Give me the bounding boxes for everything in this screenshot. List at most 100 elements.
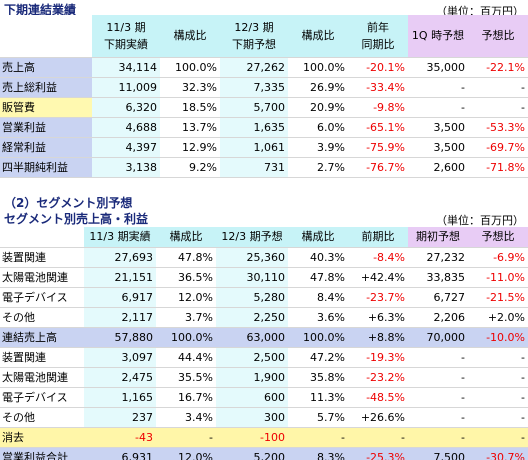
table-cell: -69.7% [468, 137, 528, 158]
table-cell: -21.5% [468, 287, 528, 308]
table-cell: 34,114 [92, 57, 160, 78]
table-cell: 47.2% [288, 347, 348, 368]
table-cell: -9.8% [348, 97, 408, 118]
table-cell: -6.9% [468, 247, 528, 268]
table-cell: +26.6% [348, 407, 408, 428]
header-cell: 12/3 期 下期予想 [220, 15, 288, 58]
table-row: 電子デバイス 6,917 12.0% 5,280 8.4% -23.7% 6,727 -21.… [0, 287, 528, 308]
table-cell: -65.1% [348, 117, 408, 138]
table-cell: 100.0% [288, 57, 348, 78]
table-cell: 2,475 [84, 367, 156, 388]
table-cell: 25,360 [216, 247, 288, 268]
table-cell: 5.7% [288, 407, 348, 428]
table-cell: 57,880 [84, 327, 156, 348]
table-cell: 27,262 [220, 57, 288, 78]
table-cell: 13.7% [160, 117, 220, 138]
row-label: 四半期純利益 [0, 157, 92, 178]
row-label: 販管費 [0, 97, 92, 118]
table-cell: 3,500 [408, 137, 468, 158]
table-cell: 30,110 [216, 267, 288, 288]
table-cell: 47.8% [288, 267, 348, 288]
table-cell: 3.7% [156, 307, 216, 328]
table-cell: - [408, 407, 468, 428]
header-cell: 11/3 期実績 [84, 227, 156, 248]
table-cell: 3.4% [156, 407, 216, 428]
table-cell: - [408, 97, 468, 118]
table-cell: -33.4% [348, 77, 408, 98]
table-cell: - [468, 347, 528, 368]
table-cell: 3,500 [408, 117, 468, 138]
table-cell: 20.9% [288, 97, 348, 118]
table-cell: 600 [216, 387, 288, 408]
table-cell: 47.8% [156, 247, 216, 268]
table-cell: -23.2% [348, 367, 408, 388]
table-cell: -10.0% [468, 327, 528, 348]
table-header: 11/3 期 下期実績 構成比 12/3 期 下期予想 構成比 前年 同期比 1… [0, 15, 528, 58]
table-cell: -8.4% [348, 247, 408, 268]
row-label: その他 [0, 407, 84, 428]
table-cell: 35,000 [408, 57, 468, 78]
table-cell: - [468, 427, 528, 448]
table-cell: 1,900 [216, 367, 288, 388]
table-cell: - [156, 427, 216, 448]
table-cell: - [468, 367, 528, 388]
table-cell: - [468, 77, 528, 98]
table-cell: 18.5% [160, 97, 220, 118]
table-cell: 100.0% [160, 57, 220, 78]
table-row: その他 2,117 3.7% 2,250 3.6% +6.3% 2,206 +2.0% [0, 307, 528, 328]
table-cell: 6,320 [92, 97, 160, 118]
table-cell: 1,635 [220, 117, 288, 138]
table-cell: 33,835 [408, 267, 468, 288]
table-cell: 2,500 [216, 347, 288, 368]
table-header: 11/3 期実績 構成比 12/3 期予想 構成比 前期比 期初予想 予想比 [0, 227, 528, 248]
table-cell: - [348, 427, 408, 448]
table-cell: 100.0% [156, 327, 216, 348]
row-label: 営業利益 [0, 117, 92, 138]
table-cell: 11.3% [288, 387, 348, 408]
table-cell: - [468, 387, 528, 408]
table-cell: -25.3% [348, 447, 408, 460]
row-label: 連結売上高 [0, 327, 84, 348]
table-cell: 1,061 [220, 137, 288, 158]
table-cell: 300 [216, 407, 288, 428]
header-cell [0, 227, 84, 248]
table-cell: 27,693 [84, 247, 156, 268]
header-cell: 予想比 [468, 227, 528, 248]
table-cell: 27,232 [408, 247, 468, 268]
table-cell: - [408, 427, 468, 448]
table-cell: -48.5% [348, 387, 408, 408]
table-cell: 26.9% [288, 77, 348, 98]
header-cell: 予想比 [468, 15, 528, 58]
table-cell: +2.0% [468, 307, 528, 328]
section2-title: セグメント別売上高・利益 [4, 212, 149, 226]
table-cell: 2,117 [84, 307, 156, 328]
table-cell: -75.9% [348, 137, 408, 158]
table-cell: -76.7% [348, 157, 408, 178]
section1-unit: （単位：百万円） [436, 5, 524, 18]
row-label: 営業利益合計 [0, 447, 84, 460]
table-cell: +42.4% [348, 267, 408, 288]
table-cell: 63,000 [216, 327, 288, 348]
table-cell: 36.5% [156, 267, 216, 288]
table-cell: -53.3% [468, 117, 528, 138]
table-row: 売上高 34,114 100.0% 27,262 100.0% -20.1% 35,000-… [0, 57, 528, 78]
table-cell: - [408, 367, 468, 388]
table-cell: +8.8% [348, 327, 408, 348]
table-cell: -43 [84, 427, 156, 448]
table-cell: 2,206 [408, 307, 468, 328]
table-row: その他 237 3.4% 300 5.7% +26.6% - - [0, 407, 528, 428]
table-row: 売上総利益 11,009 32.3% 7,335 26.9% -33.4% - - [0, 77, 528, 98]
table-cell: 5,700 [220, 97, 288, 118]
table-row: 電子デバイス 1,165 16.7% 600 11.3% -48.5% - - [0, 387, 528, 408]
table-cell: -23.7% [348, 287, 408, 308]
header-cell: 構成比 [288, 15, 348, 58]
table-cell: 6,917 [84, 287, 156, 308]
table-cell: -71.8% [468, 157, 528, 178]
table-row: 経常利益 4,397 12.9% 1,061 3.9% -75.9% 3,500 -69.7% [0, 137, 528, 158]
table-cell: -30.7% [468, 447, 528, 460]
table-row: 太陽電池関連 21,151 36.5% 30,110 47.8% +42.4% 33,835… [0, 267, 528, 288]
table-cell: -22.1% [468, 57, 528, 78]
table-cell: 8.3% [288, 447, 348, 460]
header-cell: 構成比 [156, 227, 216, 248]
table-cell: - [468, 97, 528, 118]
